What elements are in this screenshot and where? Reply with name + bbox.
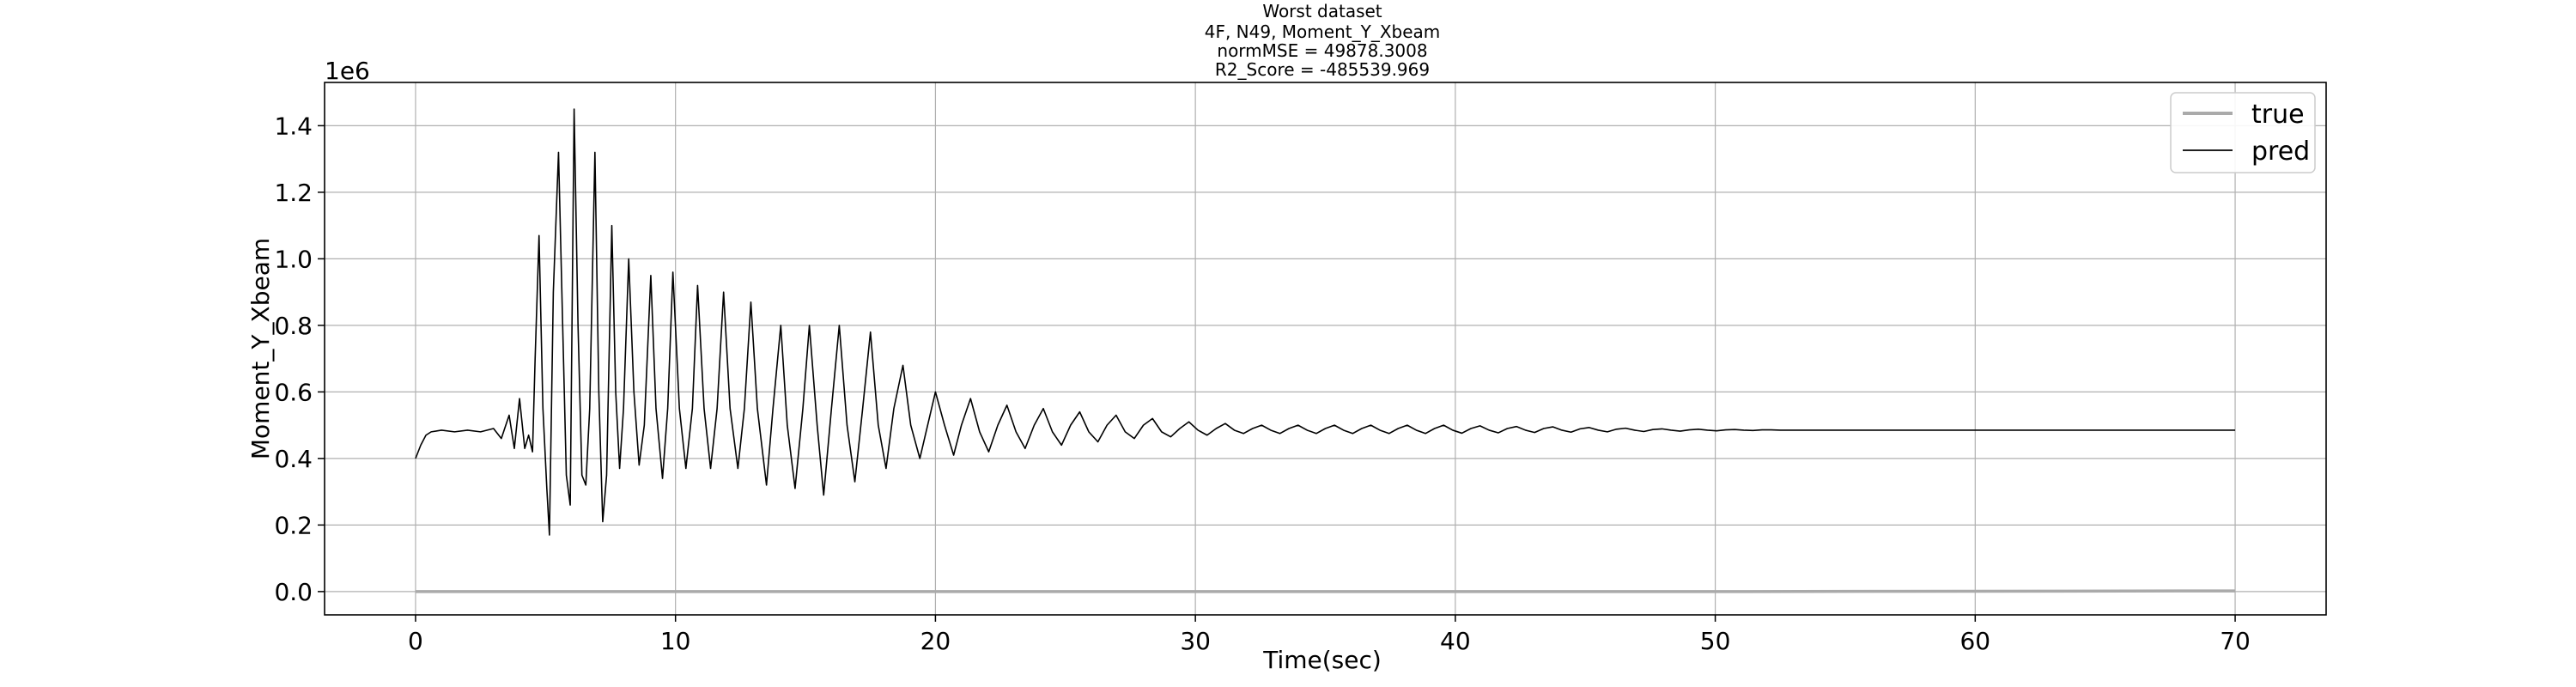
y-tick-label: 0.6 — [274, 378, 313, 406]
series-true-line — [415, 589, 2236, 593]
chart-title: Worst dataset 4F, N49, Moment_Y_Xbeam no… — [1205, 1, 1441, 80]
y-tick-label: 0.8 — [274, 312, 313, 340]
y-axis-label: Moment_Y_Xbeam — [246, 238, 275, 459]
title-line-4: R2_Score = -485539.969 — [1215, 59, 1430, 80]
title-line-3: normMSE = 49878.3008 — [1217, 40, 1427, 61]
legend-true-label: true — [2251, 100, 2305, 130]
legend-pred-label: pred — [2251, 137, 2310, 167]
grid — [325, 82, 2326, 615]
x-tick-label: 20 — [920, 627, 951, 655]
x-tick-label: 40 — [1440, 627, 1471, 655]
y-tick-label: 1.2 — [274, 179, 313, 207]
y-tick-label: 0.0 — [274, 578, 313, 606]
x-tick-label: 30 — [1180, 627, 1211, 655]
x-tick-label: 10 — [660, 627, 691, 655]
y-tick-label: 1.4 — [274, 112, 313, 140]
x-tick-label: 60 — [1959, 627, 1990, 655]
title-line-1: Worst dataset — [1262, 1, 1382, 21]
plot-frame — [324, 82, 2327, 616]
x-axis-label: Time(sec) — [1262, 646, 1382, 674]
x-tick-label: 70 — [2220, 627, 2251, 655]
axis-ticks: 0 10 20 30 40 50 60 70 0.0 0.2 0.4 0.6 0.8 1.0 1.2 1.4 — [274, 112, 2250, 655]
series-layer — [415, 108, 2236, 593]
series-pred-line — [415, 108, 2236, 536]
x-tick-label: 0 — [408, 627, 423, 655]
title-line-2: 4F, N49, Moment_Y_Xbeam — [1205, 21, 1441, 42]
y-tick-label: 0.4 — [274, 445, 313, 473]
y-tick-label: 0.2 — [274, 511, 313, 539]
x-tick-label: 50 — [1700, 627, 1731, 655]
legend: true pred — [2170, 92, 2316, 173]
y-tick-label: 1.0 — [274, 245, 313, 273]
y-offset-label: 1e6 — [325, 57, 370, 85]
